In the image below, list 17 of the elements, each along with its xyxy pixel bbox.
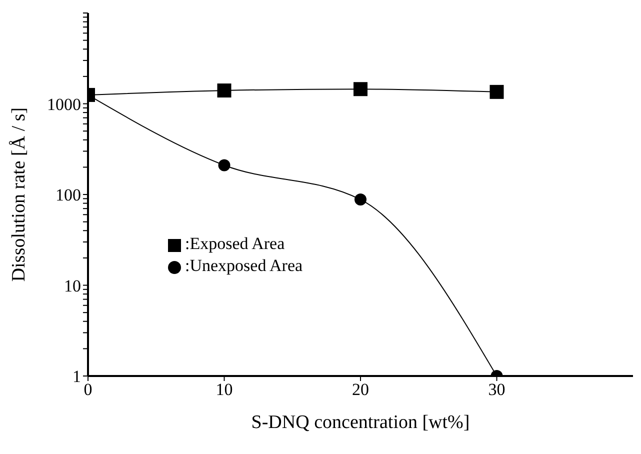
x-tick-label: 0 [84,380,92,400]
legend-label: :Unexposed Area [185,256,303,275]
y-tick-label: 1 [72,367,81,386]
y-tick-label: 1000 [47,94,81,114]
point [354,82,368,96]
x-tick-label: 30 [488,380,506,400]
x-tick-label: 20 [352,380,369,400]
x-tick-label: 10 [216,380,233,400]
y-tick-label: 10 [64,276,81,296]
y-tick-label: 100 [56,186,81,205]
point [354,194,366,206]
x-axis-title: S-DNQ concentration [wt%] [251,412,470,433]
point [490,84,504,99]
y-axis-title: Dissolution rate [Å / s] [8,107,30,282]
point [217,83,232,98]
legend-label: :Exposed Area [185,234,285,253]
point [218,159,230,172]
